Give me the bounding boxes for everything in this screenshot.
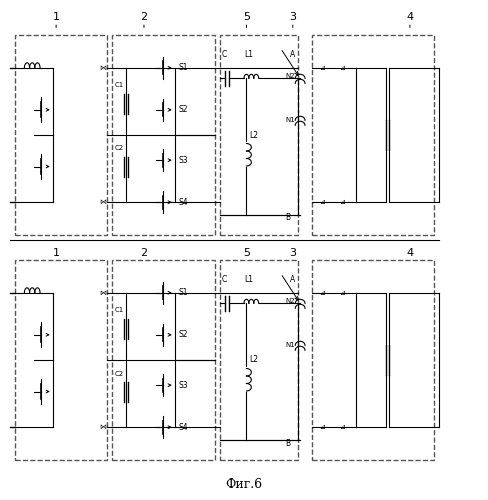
Text: 3: 3 xyxy=(289,248,296,258)
Text: L2: L2 xyxy=(249,356,258,364)
Text: ⊿: ⊿ xyxy=(339,199,345,205)
Text: Фиг.6: Фиг.6 xyxy=(225,478,263,492)
Text: N2: N2 xyxy=(285,73,295,79)
Text: 1: 1 xyxy=(53,12,60,22)
Text: L1: L1 xyxy=(244,275,253,284)
Text: B: B xyxy=(285,438,290,448)
Text: 1: 1 xyxy=(53,248,60,258)
Text: ⋈: ⋈ xyxy=(99,65,106,71)
Text: B: B xyxy=(285,214,290,222)
Text: N1: N1 xyxy=(285,118,295,124)
Text: ⊿: ⊿ xyxy=(319,424,325,430)
Text: ⊿: ⊿ xyxy=(339,65,345,71)
Text: 2: 2 xyxy=(141,248,147,258)
Text: ⋈: ⋈ xyxy=(99,290,106,296)
Text: S1: S1 xyxy=(178,288,187,298)
Text: S2: S2 xyxy=(178,330,187,340)
Text: C1: C1 xyxy=(115,308,124,314)
Text: S3: S3 xyxy=(178,156,188,164)
Text: C: C xyxy=(222,275,227,284)
Text: ⋈: ⋈ xyxy=(99,199,106,205)
Text: L1: L1 xyxy=(244,50,253,59)
Text: S4: S4 xyxy=(178,198,188,206)
Text: ⊿: ⊿ xyxy=(319,290,325,296)
Text: S3: S3 xyxy=(178,380,188,390)
Text: ⊿: ⊿ xyxy=(319,65,325,71)
Text: 4: 4 xyxy=(407,12,413,22)
Text: N1: N1 xyxy=(285,342,295,348)
Text: S1: S1 xyxy=(178,64,187,72)
Text: ⊿: ⊿ xyxy=(319,199,325,205)
Text: 2: 2 xyxy=(141,12,147,22)
Text: ⋈: ⋈ xyxy=(99,424,106,430)
Text: 5: 5 xyxy=(243,12,250,22)
Text: C2: C2 xyxy=(115,146,124,152)
Text: A: A xyxy=(290,50,295,59)
Text: 4: 4 xyxy=(407,248,413,258)
Text: S4: S4 xyxy=(178,422,188,432)
Text: C1: C1 xyxy=(115,82,124,88)
Text: C: C xyxy=(222,50,227,59)
Text: S2: S2 xyxy=(178,106,187,114)
Text: A: A xyxy=(290,275,295,284)
Text: L2: L2 xyxy=(249,130,258,140)
Text: 5: 5 xyxy=(243,248,250,258)
Text: ⊿: ⊿ xyxy=(339,424,345,430)
Text: 3: 3 xyxy=(289,12,296,22)
Text: C2: C2 xyxy=(115,370,124,376)
Text: N2: N2 xyxy=(285,298,295,304)
Text: ⊿: ⊿ xyxy=(339,290,345,296)
